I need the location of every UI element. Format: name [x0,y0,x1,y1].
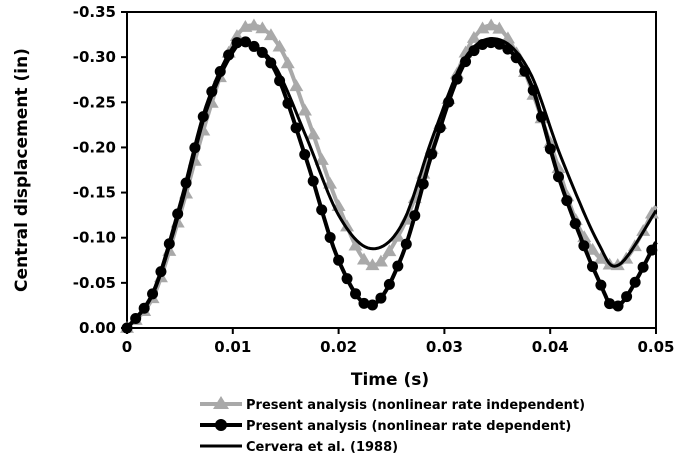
series-2-marker [316,204,328,216]
series-2-marker [383,278,395,290]
series-2-marker [569,218,581,230]
series-1-marker [340,219,355,232]
series-1-marker [492,21,507,34]
legend-swatch-marker [215,419,227,431]
series-1-marker [356,252,371,265]
series-1-marker [466,31,481,43]
x-tick-label: 0.02 [320,338,357,356]
y-tick-label: -0.05 [73,274,116,292]
series-3-line [125,36,658,329]
series-2-marker [595,279,607,291]
series-1-marker [365,258,380,271]
series-2-marker [409,210,421,222]
plot-frame [126,11,657,329]
series-2-marker [366,299,378,311]
series-2-marker [417,178,429,190]
series-2-marker [299,149,311,161]
legend-item-1: Present analysis (nonlinear rate indepen… [200,396,585,413]
x-tick-label: 0.05 [637,338,674,356]
x-tick-label: 0.03 [426,338,463,356]
y-tick-label: -0.30 [73,48,116,66]
series-2-marker [375,292,387,304]
x-axis-title: Time (s) [351,370,429,390]
y-tick-label: -0.25 [73,93,116,111]
series-2-marker [535,111,547,123]
series-1-marker [390,229,405,242]
axes [126,11,657,329]
series-2-marker [612,300,624,312]
ticks-layer: 0 0.01 0.02 0.03 0.04 0.05 0.00 -0.05 -0.10 -0.15… [73,3,674,356]
y-axis-title: Central displacement (in) [12,48,32,292]
series-1-marker [593,251,608,264]
series-1-marker [263,28,278,41]
series-1-marker [314,152,329,165]
series-1-marker [289,79,304,92]
series-2-marker [629,276,641,288]
series-2-marker [333,254,345,266]
series-2-marker [586,261,598,273]
series-1-marker [373,254,388,267]
legend: Present analysis (nonlinear rate indepen… [200,396,585,455]
series-2-marker [646,244,658,256]
series-1-marker [280,56,295,69]
x-tick-label: 0.01 [214,338,251,356]
series-1-marker [585,242,600,255]
series-2-marker [604,298,616,310]
series-2-marker [392,260,404,272]
series-layer [120,18,659,334]
series-2-marker [553,171,565,183]
legend-item-3: Cervera et al. (1988) [200,440,398,455]
series-2-marker [324,231,336,243]
series-1-marker [348,238,363,251]
series-1-marker [229,29,244,42]
y-tick-label: -0.35 [73,3,116,21]
series-2-marker [290,122,302,134]
series-2-marker [621,291,633,303]
series-1-marker [306,127,321,140]
series-2-marker [358,297,370,309]
series-2-marker [561,195,573,207]
series-1-marker [255,21,270,34]
legend-label: Cervera et al. (1988) [246,440,398,455]
series-1-marker [297,103,312,116]
series-2-marker [350,288,362,300]
legend-item-2: Present analysis (nonlinear rate depende… [200,419,571,434]
series-2-marker [307,175,319,187]
y-tick-label: -0.15 [73,184,116,202]
series-2-marker [341,273,353,285]
series-2-marker [637,261,649,273]
series-2-marker [578,240,590,252]
series-3 [125,36,658,329]
y-tick-label: -0.10 [73,229,116,247]
series-2 [121,36,658,334]
legend-label: Present analysis (nonlinear rate depende… [246,419,571,434]
x-tick-label: 0 [122,338,132,356]
x-tick-label: 0.04 [532,338,569,356]
series-1-marker [272,39,287,52]
series-1-marker [644,206,659,219]
legend-swatch-marker [213,396,229,409]
y-tick-label: -0.20 [73,138,116,156]
series-2-marker [400,238,412,250]
series-1-marker [382,244,397,257]
legend-label: Present analysis (nonlinear rate indepen… [246,398,585,413]
series-1-marker [246,18,261,31]
series-1-marker [484,18,499,31]
y-tick-label: 0.00 [79,319,116,337]
series-2-marker [544,143,556,155]
